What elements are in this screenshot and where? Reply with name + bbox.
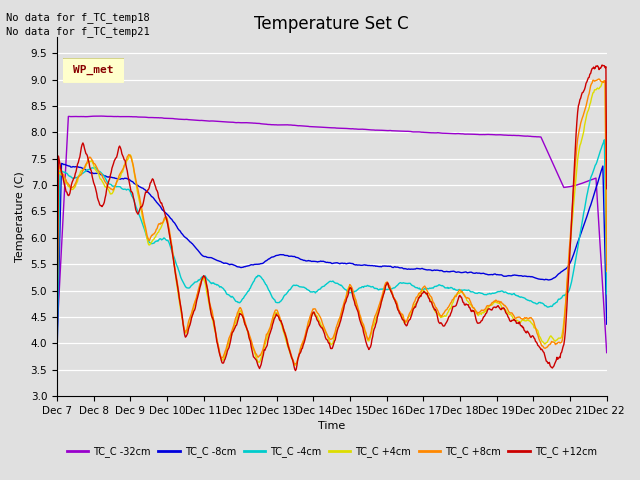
Text: WP_met: WP_met (74, 65, 114, 75)
FancyBboxPatch shape (60, 58, 128, 84)
Y-axis label: Temperature (C): Temperature (C) (15, 171, 25, 262)
Text: No data for f_TC_temp18: No data for f_TC_temp18 (6, 12, 150, 23)
Title: Temperature Set C: Temperature Set C (255, 15, 409, 33)
X-axis label: Time: Time (318, 421, 346, 432)
Legend: TC_C -32cm, TC_C -8cm, TC_C -4cm, TC_C +4cm, TC_C +8cm, TC_C +12cm: TC_C -32cm, TC_C -8cm, TC_C -4cm, TC_C +… (63, 443, 600, 461)
Text: No data for f_TC_temp21: No data for f_TC_temp21 (6, 26, 150, 37)
